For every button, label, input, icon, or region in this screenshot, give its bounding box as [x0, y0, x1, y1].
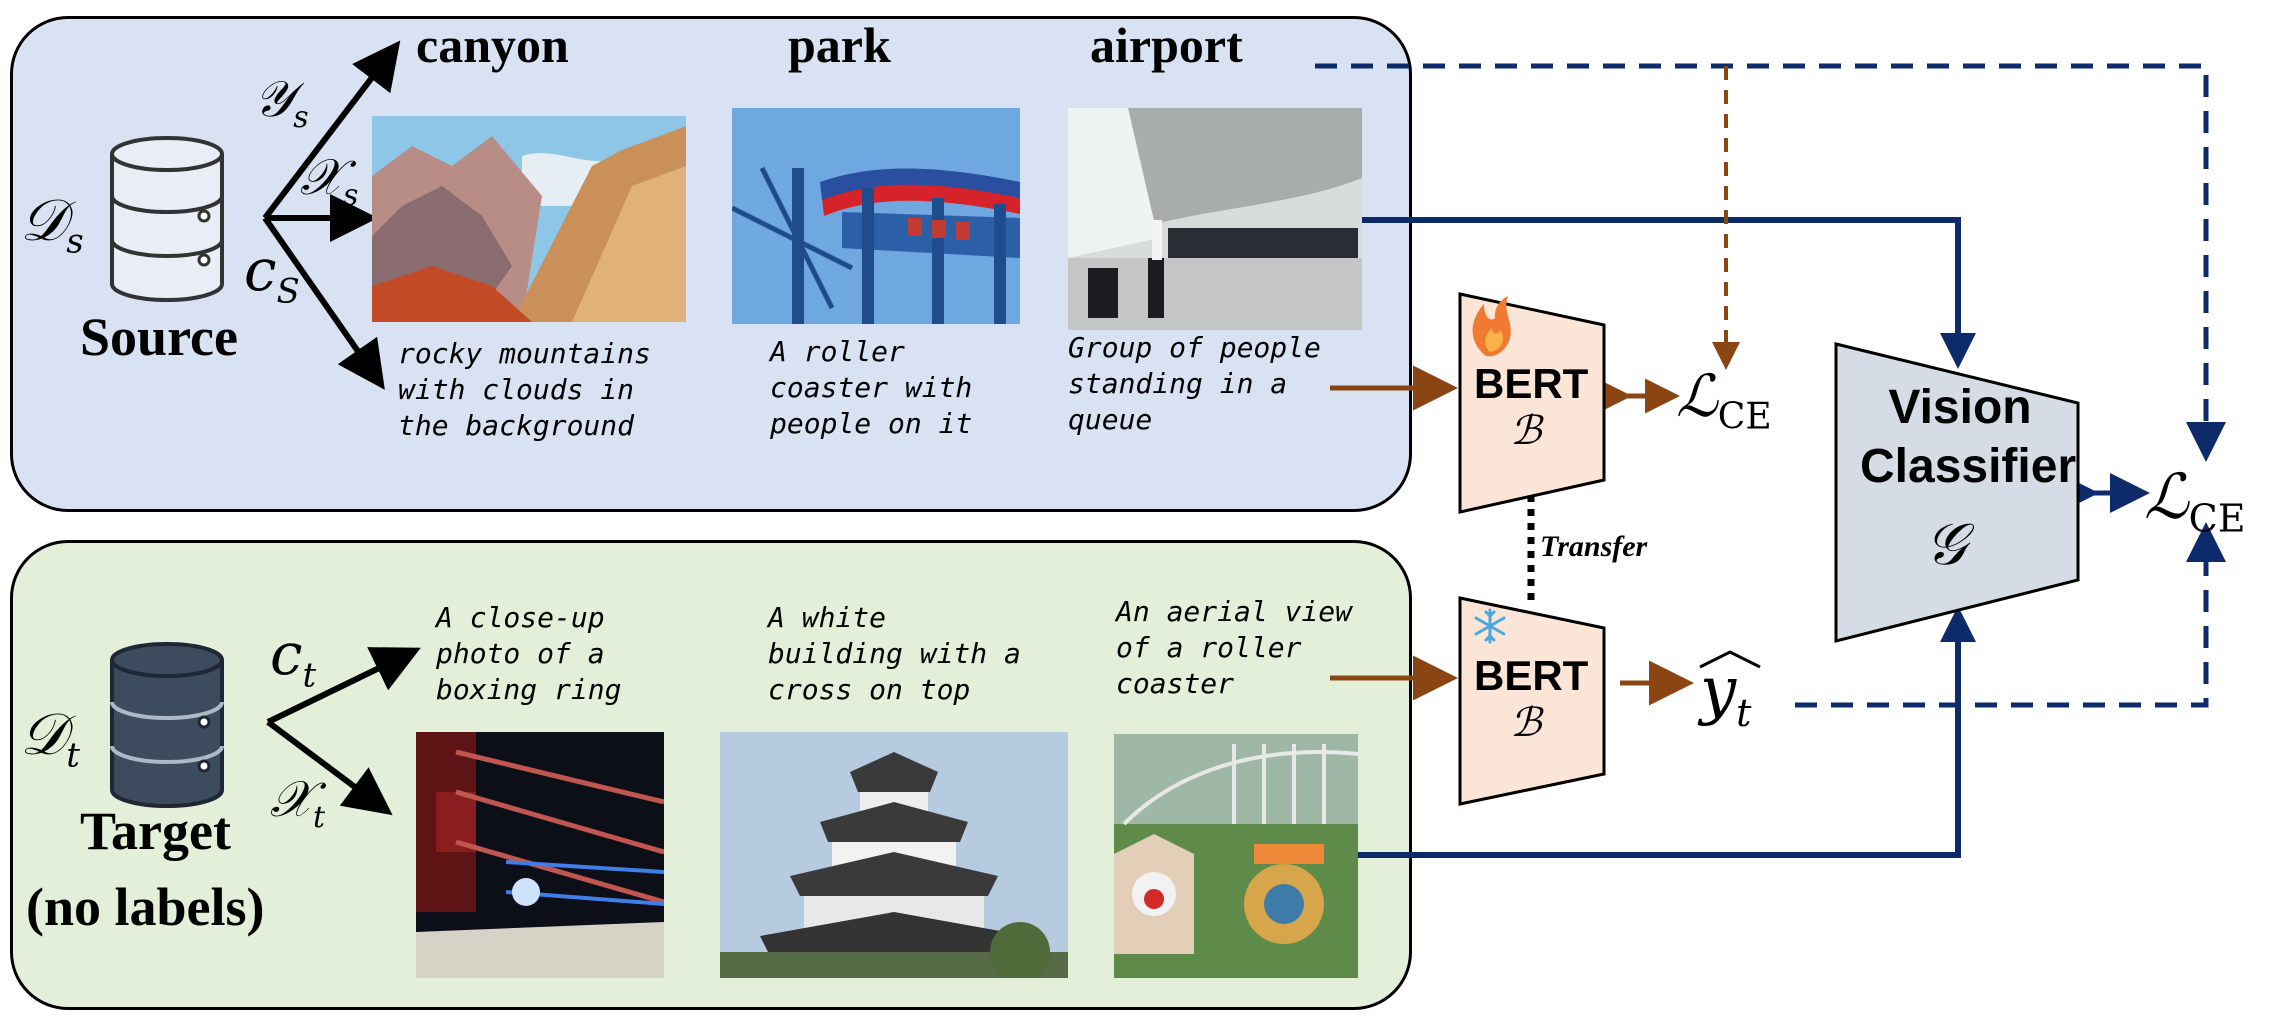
target-image-to-classifier-arrow [1357, 606, 1976, 858]
target-title-note: (no labels) [26, 877, 265, 937]
vision-classifier-block [1834, 342, 2080, 643]
photo-white-building [720, 732, 1068, 978]
source-caption-airport: Group of people standing in a queue [1068, 331, 1321, 436]
bert-bottom-label: BERT [1474, 652, 1589, 699]
photo-boxing-ring [416, 732, 664, 978]
photo-canyon [372, 116, 686, 322]
photo-aerial-roller-coaster [1114, 734, 1358, 978]
target-caption-white-building: A white building with a cross on top [768, 601, 1021, 706]
source-fanout-arrows [262, 40, 401, 390]
bert-loss-symbol: ℒCE [1676, 362, 1772, 438]
source-caption-canyon: rocky mountains with clouds in the backg… [398, 337, 651, 442]
target-image-symbol: 𝒳t [270, 770, 326, 835]
target-dataset-symbol: 𝒟t [20, 700, 80, 776]
source-title: Source [80, 307, 238, 367]
bert-top-symbol: ℬ [1510, 408, 1542, 454]
source-image-symbol: 𝒳s [300, 148, 359, 213]
class-label-canyon: canyon [416, 17, 569, 73]
source-label-symbol: 𝒴s [254, 70, 309, 135]
target-fanout-arrows [266, 647, 421, 816]
source-database-icon [110, 136, 224, 302]
source-caption-symbol: cS [244, 236, 300, 312]
vision-classifier-symbol: 𝒢 [1925, 510, 1967, 578]
bert-bottom-symbol: ℬ [1510, 700, 1542, 746]
pseudo-label-to-loss-dashed-arrow [1795, 522, 2226, 708]
source-dataset-symbol: 𝒟s [20, 186, 84, 262]
photo-airport [1068, 108, 1362, 330]
vision-classifier-label: Vision Classifier [1860, 380, 2077, 494]
class-label-park: park [788, 17, 891, 73]
photo-park-roller-coaster [732, 108, 1020, 324]
prediction-symbol: yt [1700, 654, 1752, 735]
vision-classifier-line1: Vision [1888, 381, 2032, 434]
vision-classifier-line2: Classifier [1860, 440, 2077, 493]
target-caption-symbol: ct [270, 620, 317, 696]
source-caption-park: A roller coaster with people on it [770, 335, 973, 440]
source-label-to-loss-dashed-arrow [1315, 63, 2226, 462]
target-database-icon [110, 642, 224, 808]
transfer-label: Transfer [1540, 530, 1648, 563]
classifier-loss-symbol: ℒCE [2144, 460, 2246, 541]
target-caption-aerial-coaster: An aerial view of a roller coaster [1116, 595, 1353, 700]
source-image-to-classifier-arrow [1362, 217, 1976, 369]
bert-top-label: BERT [1474, 360, 1589, 407]
prediction-hat [1699, 650, 1761, 669]
bert-bottom-block [1458, 596, 1606, 806]
flame-icon [1472, 296, 1511, 357]
target-title: Target [80, 801, 231, 861]
target-caption-boxing-ring: A close-up photo of a boxing ring [436, 601, 622, 706]
snowflake-icon [1474, 608, 1506, 644]
class-label-airport: airport [1090, 17, 1243, 73]
